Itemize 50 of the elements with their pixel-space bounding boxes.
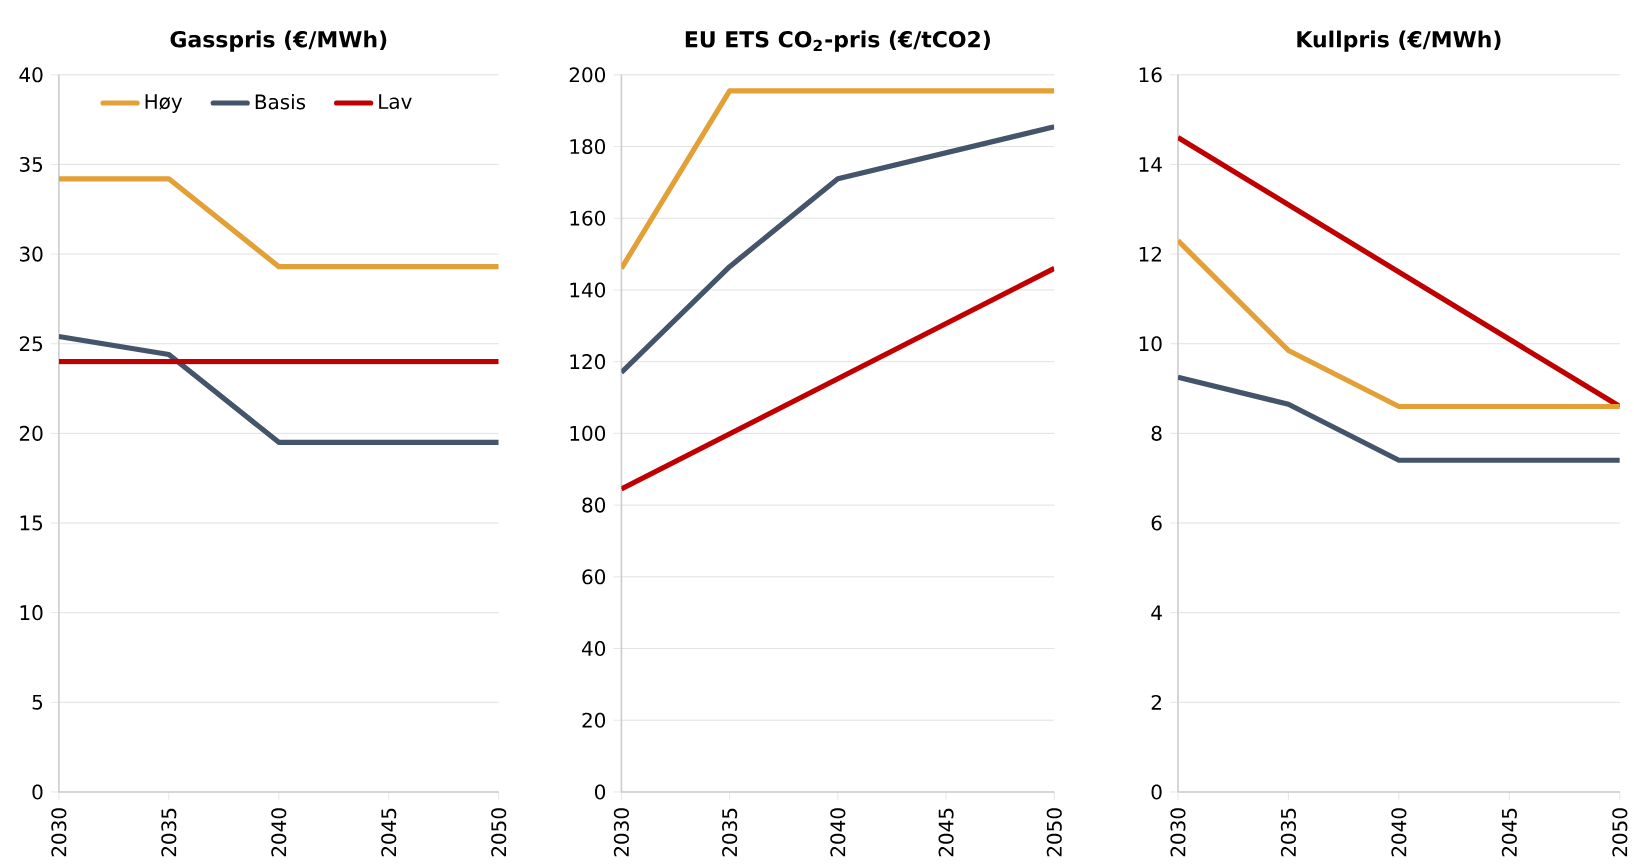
y-tick-label: 0 xyxy=(32,784,43,800)
y-tick-label: 160 xyxy=(570,210,606,226)
y-tick-label: 60 xyxy=(582,569,606,585)
y-tick-label: 5 xyxy=(32,694,43,710)
y-tick-label: 30 xyxy=(19,246,43,262)
y-tick-label: 40 xyxy=(19,67,43,83)
y-tick-label: 180 xyxy=(570,138,606,154)
x-tick-label: 2035 xyxy=(161,808,177,857)
y-tick-label: 0 xyxy=(595,784,606,800)
y-tick-label: 6 xyxy=(1151,515,1162,531)
y-tick-label: 20 xyxy=(582,712,606,728)
y-tick-label: 8 xyxy=(1151,425,1162,441)
x-tick-label: 2045 xyxy=(381,808,397,857)
y-tick-label: 40 xyxy=(581,640,606,656)
x-tick-label: 2050 xyxy=(491,808,507,857)
y-tick-label: 16 xyxy=(1139,67,1162,83)
x-tick-label: 2045 xyxy=(1501,808,1517,857)
x-tick-label: 2030 xyxy=(51,808,67,857)
x-tick-label: 2050 xyxy=(1046,808,1062,857)
x-tick-label: 2030 xyxy=(613,808,629,857)
x-tick-label: 2040 xyxy=(271,808,287,857)
y-tick-label: 25 xyxy=(19,335,43,352)
y-tick-label: 120 xyxy=(570,353,606,370)
y-tick-label: 4 xyxy=(1151,605,1162,620)
legend-label: Basis xyxy=(255,93,306,110)
y-tick-label: 35 xyxy=(19,156,43,172)
y-tick-label: 140 xyxy=(570,282,606,298)
x-tick-label: 2040 xyxy=(1391,808,1407,857)
y-tick-label: 2 xyxy=(1151,694,1161,710)
x-tick-label: 2050 xyxy=(1612,808,1628,857)
y-tick-label: 0 xyxy=(1151,784,1162,800)
y-tick-label: 20 xyxy=(19,425,43,441)
y-tick-label: 15 xyxy=(20,515,43,531)
y-tick-label: 80 xyxy=(582,497,606,513)
x-tick-label: 2035 xyxy=(722,808,738,857)
y-tick-label: 10 xyxy=(1139,335,1162,352)
y-tick-label: 200 xyxy=(569,67,606,83)
x-tick-label: 2035 xyxy=(1280,808,1296,857)
y-tick-label: 12 xyxy=(1139,246,1161,262)
chart-title: EU ETS CO$_{2}$-pris (€/tCO2) xyxy=(685,30,990,52)
legend-label: Høy xyxy=(145,94,183,113)
legend-label: Lav xyxy=(379,94,412,109)
chart-title: Gasspris (€/MWh) xyxy=(170,30,387,52)
x-tick-label: 2040 xyxy=(830,808,846,857)
chart-title: Kullpris (€/MWh) xyxy=(1297,30,1501,52)
x-tick-label: 2030 xyxy=(1170,808,1186,857)
y-tick-label: 100 xyxy=(570,425,606,441)
x-tick-label: 2045 xyxy=(938,808,954,857)
y-tick-label: 10 xyxy=(20,604,43,621)
y-tick-label: 14 xyxy=(1139,156,1162,172)
